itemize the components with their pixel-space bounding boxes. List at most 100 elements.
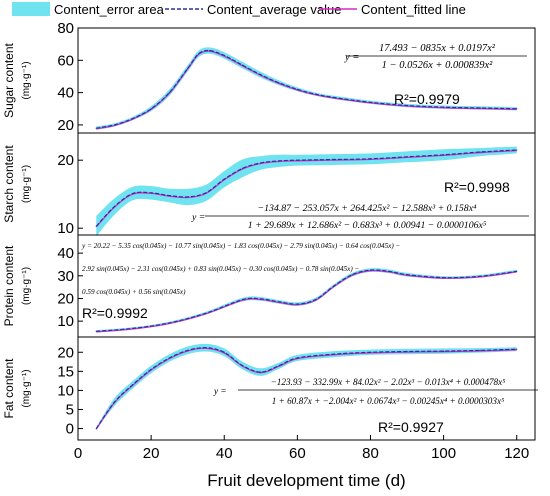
data-point bbox=[168, 194, 170, 197]
starch-equation-lhs: y = bbox=[191, 212, 205, 223]
legend: Content_error area Content_average value C… bbox=[12, 2, 466, 17]
x-tick-label: 40 bbox=[216, 445, 233, 462]
x-tick-label: 100 bbox=[431, 445, 456, 462]
data-point bbox=[223, 178, 225, 180]
data-point bbox=[278, 301, 280, 303]
data-point bbox=[443, 106, 445, 108]
panel-fat-content: 0 5 10 15 20 Fat content (mg·g⁻¹) bbox=[2, 336, 536, 441]
average-line bbox=[95, 347, 517, 429]
data-point bbox=[296, 159, 298, 161]
data-point bbox=[516, 270, 518, 272]
data-point bbox=[296, 303, 298, 305]
panel-frame bbox=[77, 336, 536, 441]
data-point bbox=[132, 117, 134, 120]
data-point bbox=[278, 160, 280, 162]
x-axis-label: Fruit development time (d) bbox=[207, 471, 405, 490]
data-point bbox=[516, 149, 518, 151]
data-point bbox=[95, 225, 97, 227]
data-point bbox=[95, 330, 97, 332]
y-axis-label: Starch content bbox=[2, 145, 16, 223]
protein-r2: R²=0.9992 bbox=[82, 305, 148, 321]
error-area bbox=[96, 146, 517, 237]
data-point bbox=[198, 53, 200, 55]
data-point bbox=[315, 299, 317, 301]
chart-panels: 20 40 60 80 Sugar content (mg·g⁻¹) 10 20 Starch … bbox=[2, 20, 538, 441]
average-line bbox=[96, 269, 517, 332]
data-point bbox=[113, 205, 116, 208]
y-axis-unit: (mg·g⁻¹) bbox=[21, 165, 32, 203]
data-point bbox=[132, 327, 134, 329]
panel-frame bbox=[77, 234, 536, 338]
data-point bbox=[369, 158, 372, 160]
fat-equation-numerator: −123.93 − 332.99x + 84.02x² − 2.02x³ − 0… bbox=[271, 377, 506, 387]
data-point bbox=[296, 357, 298, 359]
data-point bbox=[278, 82, 280, 84]
data-point bbox=[168, 92, 170, 94]
legend-swatch-error-area bbox=[12, 2, 50, 16]
y-tick-label: 10 bbox=[57, 220, 74, 237]
panel-protein-content: 10 20 30 40 Protein content (mg·g⁻¹) bbox=[2, 234, 536, 338]
starch-equation-denominator: 1 + 29.689x + 12.686x² − 0.683x³ + 0.009… bbox=[248, 220, 487, 231]
protein-equation-line: 2.92 sin(0.045x) − 2.31 cos(0.045x) + 0.… bbox=[82, 265, 360, 273]
protein-equation-line: 0.59 cos(0.045x) + 0.56 sin(0.045x) bbox=[82, 288, 186, 296]
equations: y = 17.493 − 0835x + 0.0197x² 1 − 0.0526x … bbox=[81, 43, 538, 435]
x-tick-label: 80 bbox=[362, 445, 379, 462]
data-point bbox=[205, 312, 207, 314]
data-point bbox=[205, 347, 207, 349]
data-point bbox=[333, 96, 335, 99]
y-tick-label: 20 bbox=[57, 117, 74, 134]
data-point bbox=[406, 104, 408, 107]
y-axis-unit: (mg·g⁻¹) bbox=[21, 267, 32, 305]
data-point bbox=[95, 427, 97, 430]
panel-starch-content: 10 20 Starch content (mg·g⁻¹) bbox=[2, 132, 536, 237]
data-point bbox=[278, 365, 280, 367]
starch-equation-numerator: −134.87 − 253.057x + 264.425x² − 12.588x… bbox=[258, 203, 478, 214]
data-point bbox=[205, 192, 207, 194]
y-tick-label: 15 bbox=[57, 363, 74, 380]
fat-r2: R²=0.9927 bbox=[378, 419, 444, 435]
data-point bbox=[223, 351, 225, 353]
data-point bbox=[388, 270, 390, 272]
data-point bbox=[479, 349, 481, 351]
error-area bbox=[96, 343, 517, 430]
data-point bbox=[187, 349, 189, 351]
data-point bbox=[150, 108, 152, 110]
legend-label: Content_error area bbox=[54, 2, 165, 17]
data-point bbox=[369, 269, 372, 271]
data-point bbox=[150, 368, 152, 371]
average-line bbox=[95, 149, 517, 227]
data-point bbox=[260, 74, 262, 76]
data-point bbox=[315, 93, 317, 95]
legend-label: Content_fitted line bbox=[361, 2, 466, 17]
data-point bbox=[187, 67, 189, 69]
y-axis-label: Sugar content bbox=[2, 42, 16, 117]
data-point bbox=[241, 299, 244, 301]
starch-r2: R²=0.9998 bbox=[444, 179, 510, 195]
sugar-equation-numerator: 17.493 − 0835x + 0.0197x² bbox=[379, 43, 496, 54]
sugar-equation-lhs: y = bbox=[344, 52, 359, 63]
data-point bbox=[333, 285, 335, 287]
fat-equation-lhs: y = bbox=[213, 386, 227, 396]
sugar-r2: R²=0.9979 bbox=[394, 91, 460, 107]
average-line bbox=[96, 49, 517, 129]
panel-sugar-content: 20 40 60 80 Sugar content (mg·g⁻¹) bbox=[2, 20, 536, 134]
y-tick-label: 20 bbox=[57, 152, 74, 169]
data-point bbox=[333, 158, 335, 161]
fat-equation-denominator: 1 + 60.87x + −2.004x² + 0.0674x³ − 0.002… bbox=[272, 396, 505, 406]
y-tick-label: 10 bbox=[57, 382, 74, 399]
data-point bbox=[113, 401, 116, 403]
data-point bbox=[406, 156, 408, 158]
data-point bbox=[479, 107, 481, 109]
data-point bbox=[260, 371, 262, 373]
data-point bbox=[406, 350, 408, 353]
data-point bbox=[516, 108, 518, 110]
data-point bbox=[443, 277, 445, 279]
data-point bbox=[223, 54, 225, 57]
y-axis-unit: (mg·g⁻¹) bbox=[21, 369, 32, 407]
data-point bbox=[187, 196, 189, 198]
data-point bbox=[369, 351, 372, 353]
data-point bbox=[369, 101, 372, 103]
y-tick-label: 30 bbox=[57, 268, 74, 285]
data-point bbox=[209, 50, 211, 52]
